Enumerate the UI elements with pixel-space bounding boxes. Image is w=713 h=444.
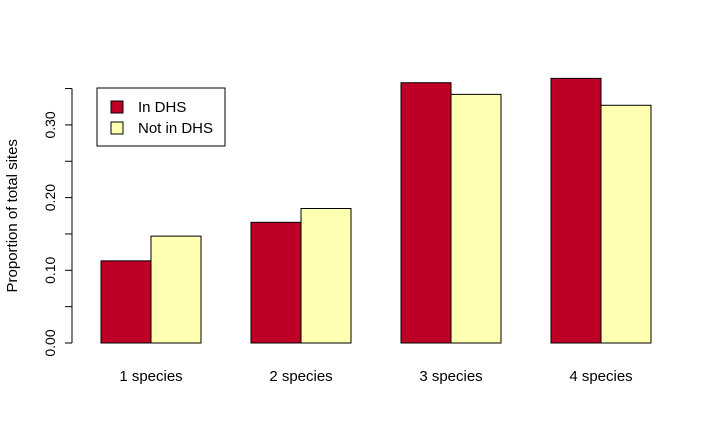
- x-axis-labels: 1 species 2 species 3 species 4 species: [119, 368, 632, 385]
- bar: [250, 221, 302, 344]
- x-tick-label: 3 species: [419, 368, 482, 385]
- bar: [600, 104, 652, 344]
- legend-box: [96, 87, 226, 147]
- x-tick-label: 4 species: [569, 368, 632, 385]
- bar: [150, 235, 202, 344]
- x-tick-label: 2 species: [269, 368, 332, 385]
- legend-swatch: [110, 100, 124, 114]
- legend: In DHS Not in DHS: [96, 87, 226, 147]
- bar: [300, 208, 352, 344]
- legend-label: In DHS: [138, 99, 186, 116]
- y-tick-label: 0.00: [42, 329, 58, 356]
- bar: [550, 77, 602, 344]
- bars: [100, 77, 652, 344]
- x-tick-label: 1 species: [119, 368, 182, 385]
- bar: [450, 93, 502, 344]
- y-tick-label: 0.10: [42, 256, 58, 283]
- y-axis: 0.00 0.10 0.20 0.30: [42, 88, 73, 357]
- y-tick-label: 0.20: [42, 184, 58, 211]
- y-tick-label: 0.30: [42, 111, 58, 138]
- legend-swatch: [110, 121, 124, 135]
- y-axis-label: Proportion of total sites: [4, 139, 21, 292]
- legend-label: Not in DHS: [138, 120, 213, 137]
- bar: [400, 82, 452, 344]
- bar: [100, 260, 152, 344]
